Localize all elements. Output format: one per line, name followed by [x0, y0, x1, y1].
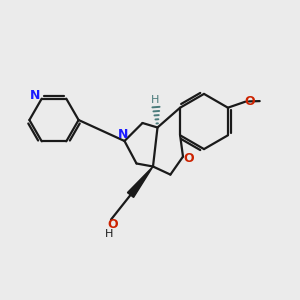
- Text: O: O: [183, 152, 194, 166]
- Text: N: N: [118, 128, 128, 141]
- Polygon shape: [128, 167, 153, 197]
- Text: H: H: [151, 94, 160, 105]
- Text: N: N: [30, 89, 40, 102]
- Text: O: O: [244, 94, 255, 108]
- Text: O: O: [107, 218, 118, 232]
- Text: H: H: [104, 229, 113, 239]
